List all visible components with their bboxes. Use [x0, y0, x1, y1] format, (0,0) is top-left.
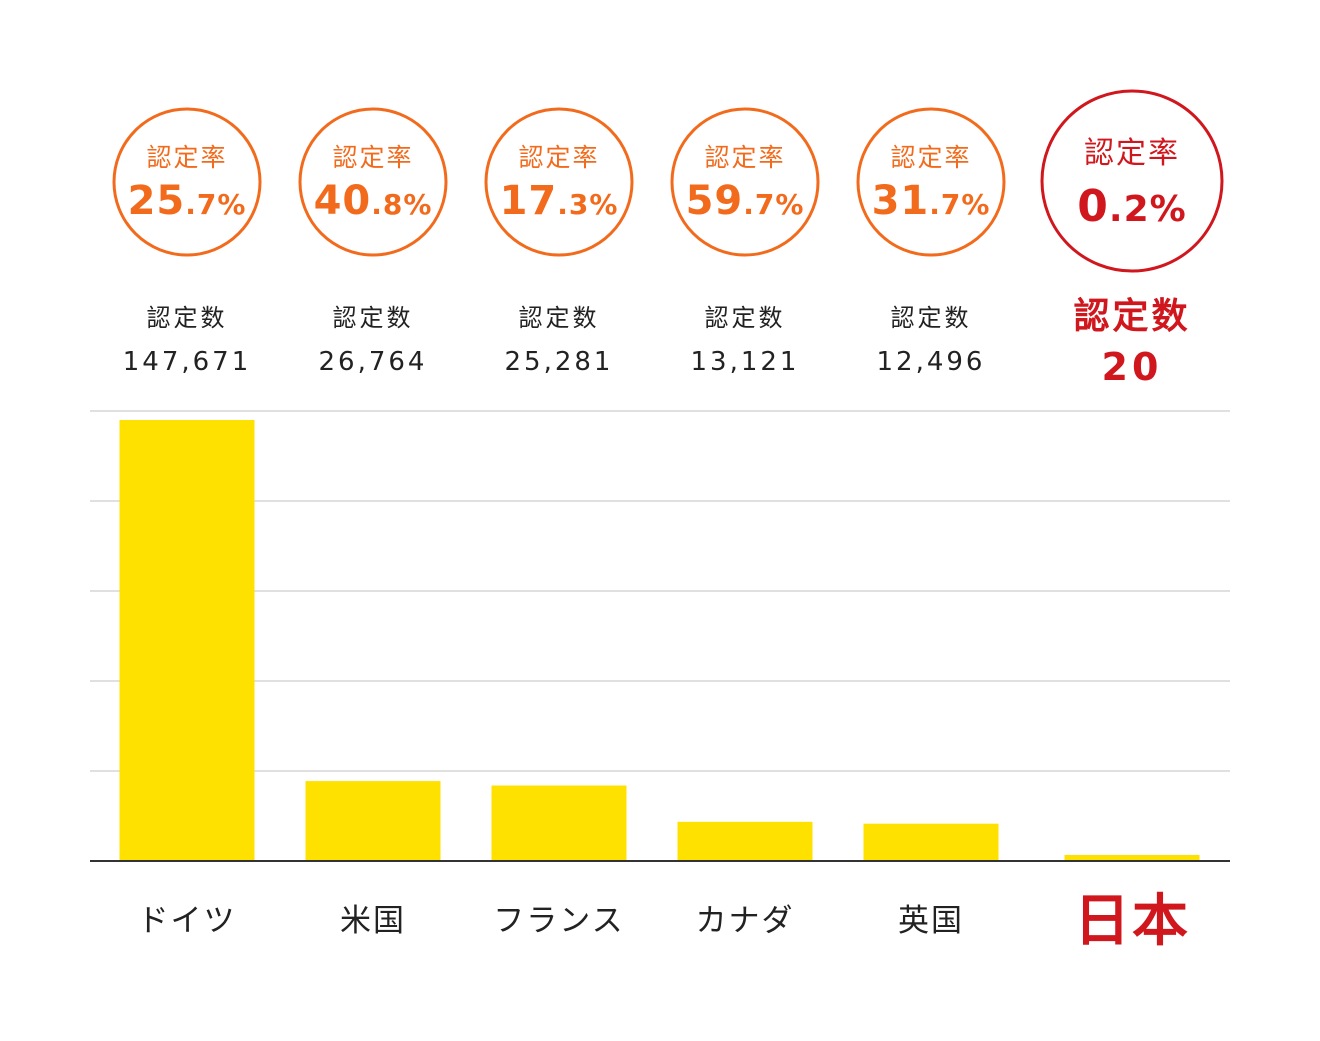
bar-5	[863, 823, 999, 861]
rate-circle-5	[856, 107, 1006, 257]
count-value-3: 25,281	[505, 347, 614, 377]
rate-circle-2	[298, 107, 448, 257]
rate-circle-1	[112, 107, 262, 257]
rate-value-int: 17	[500, 178, 558, 224]
rate-value-4: 59.7%	[686, 178, 805, 224]
rate-value-3: 17.3%	[500, 178, 619, 224]
count-value-5: 12,496	[877, 347, 986, 377]
rate-label-1: 認定率	[146, 143, 227, 172]
rate-value-2: 40.8%	[314, 178, 433, 224]
count-label-3: 認定数	[519, 304, 600, 332]
count-value-4: 13,121	[691, 347, 800, 377]
count-label-4: 認定数	[705, 304, 786, 332]
rate-value-int: 25	[128, 178, 186, 224]
count-value-1: 147,671	[123, 347, 252, 377]
bar-4	[677, 821, 813, 861]
rate-value-int: 31	[872, 178, 930, 224]
count-value-2: 26,764	[319, 347, 428, 377]
bar-6	[1064, 855, 1200, 861]
rate-value-dec: .7%	[743, 188, 804, 221]
category-label-2: 米国	[340, 903, 406, 939]
count-value-6: 20	[1102, 345, 1163, 389]
rate-value-int: 59	[686, 178, 744, 224]
rate-value-dec: .2%	[1109, 189, 1187, 230]
rate-value-dec: .7%	[185, 188, 246, 221]
bar-2	[305, 781, 441, 861]
rate-value-6: 0.2%	[1077, 181, 1186, 232]
category-label-6: 日本	[1074, 889, 1190, 954]
rate-circle-6	[1040, 89, 1224, 273]
rate-value-int: 0	[1077, 181, 1109, 232]
rate-value-dec: .3%	[557, 188, 618, 221]
rate-value-1: 25.7%	[128, 178, 247, 224]
bar-3	[491, 785, 627, 861]
count-label-6: 認定数	[1073, 296, 1190, 337]
rate-value-dec: .7%	[929, 188, 990, 221]
rate-circle-4	[670, 107, 820, 257]
bar-1	[119, 420, 255, 861]
count-label-5: 認定数	[891, 304, 972, 332]
rate-label-4: 認定率	[704, 143, 785, 172]
rate-circle-3	[484, 107, 634, 257]
category-label-3: フランス	[493, 903, 624, 939]
rate-label-6: 認定率	[1084, 136, 1180, 171]
count-label-1: 認定数	[147, 304, 228, 332]
rate-label-3: 認定率	[518, 143, 599, 172]
count-label-2: 認定数	[333, 304, 414, 332]
rate-value-dec: .8%	[371, 188, 432, 221]
rate-label-2: 認定率	[332, 143, 413, 172]
category-label-5: 英国	[898, 903, 964, 939]
category-label-1: ドイツ	[138, 903, 237, 939]
rate-label-5: 認定率	[890, 143, 971, 172]
rate-value-int: 40	[314, 178, 372, 224]
category-label-4: カナダ	[696, 903, 795, 939]
rate-value-5: 31.7%	[872, 178, 991, 224]
